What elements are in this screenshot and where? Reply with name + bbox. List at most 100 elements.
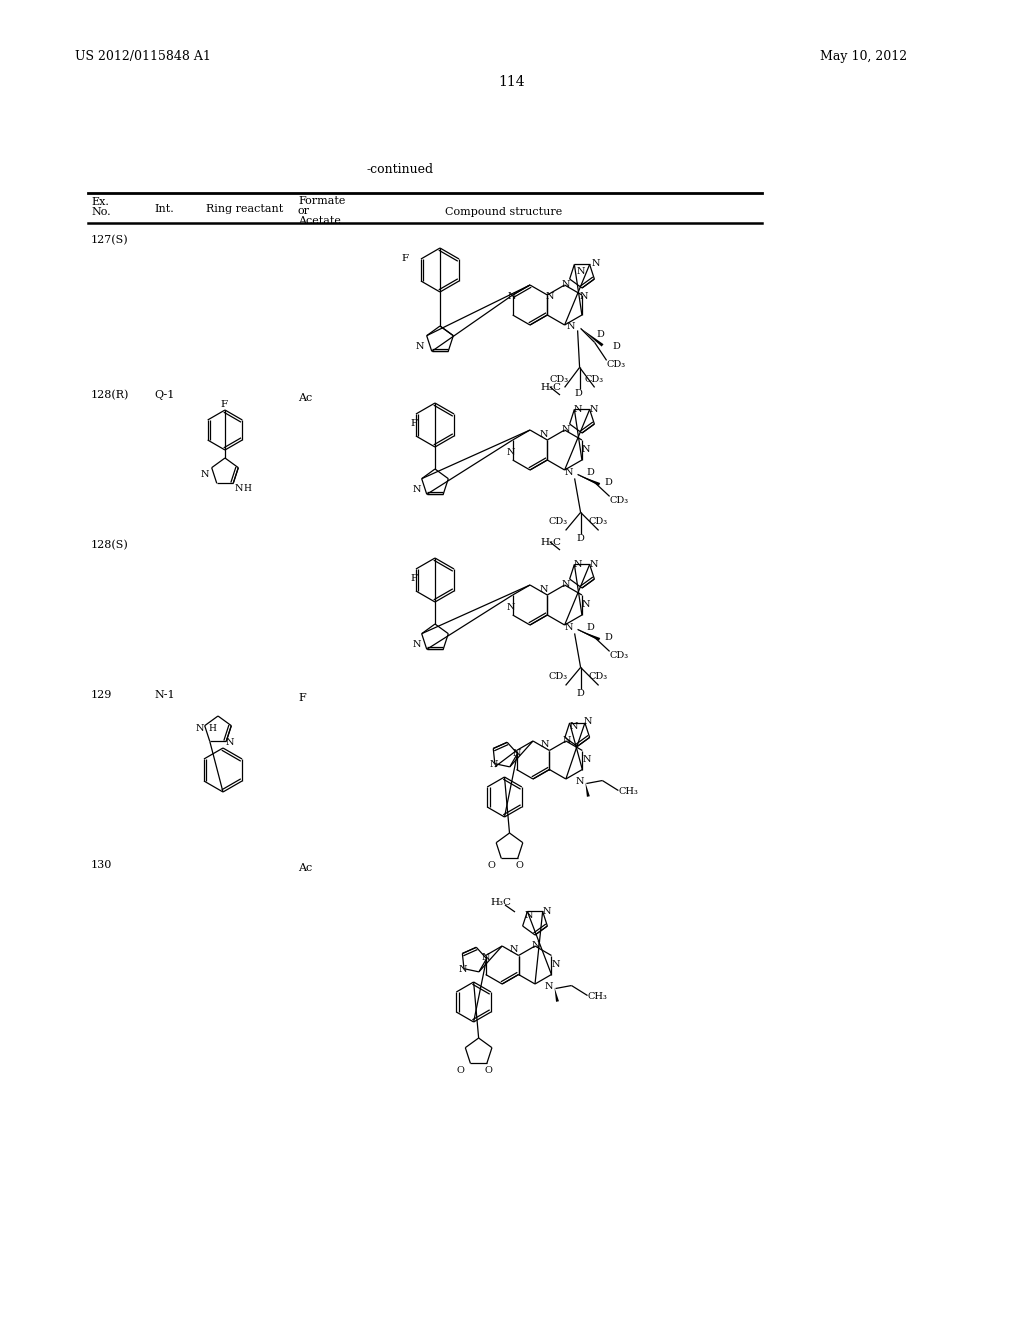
- Text: N: N: [561, 280, 570, 289]
- Text: CD₃: CD₃: [549, 672, 567, 681]
- Text: US 2012/0115848 A1: US 2012/0115848 A1: [75, 50, 211, 63]
- Text: N: N: [546, 292, 554, 301]
- Text: N: N: [532, 941, 541, 950]
- Text: CD₃: CD₃: [589, 517, 607, 527]
- Text: CH₃: CH₃: [618, 787, 638, 796]
- Text: N: N: [574, 405, 583, 414]
- Text: Q-1: Q-1: [154, 389, 174, 400]
- Text: N: N: [574, 560, 583, 569]
- Text: N: N: [226, 738, 234, 747]
- Text: N: N: [510, 945, 518, 954]
- Text: D: D: [597, 330, 604, 339]
- Text: Acetate: Acetate: [298, 216, 341, 226]
- Text: N-1: N-1: [154, 690, 175, 700]
- Text: N: N: [234, 484, 244, 492]
- Text: CH₃: CH₃: [588, 991, 607, 1001]
- Text: N: N: [545, 982, 553, 990]
- Text: N: N: [512, 748, 521, 758]
- Text: D: D: [604, 478, 612, 487]
- Text: F: F: [401, 253, 409, 263]
- Text: N: N: [580, 292, 589, 301]
- Text: O: O: [484, 1067, 493, 1074]
- Text: Int.: Int.: [154, 205, 174, 214]
- Text: D: D: [604, 634, 612, 643]
- Text: CD₃: CD₃: [609, 496, 629, 506]
- Text: N: N: [569, 722, 578, 731]
- Polygon shape: [580, 327, 603, 347]
- Text: 130: 130: [91, 861, 113, 870]
- Text: Formate: Formate: [298, 195, 345, 206]
- Text: N: N: [564, 623, 573, 632]
- Polygon shape: [577, 630, 600, 640]
- Text: N: N: [507, 603, 515, 612]
- Text: D: D: [587, 623, 595, 632]
- Text: F: F: [410, 418, 417, 428]
- Text: D: D: [577, 535, 585, 544]
- Text: N: N: [413, 640, 422, 649]
- Text: N: N: [540, 429, 549, 438]
- Text: H: H: [243, 484, 251, 492]
- Text: N: N: [592, 259, 600, 268]
- Text: N: N: [481, 953, 490, 962]
- Text: N: N: [584, 717, 592, 726]
- Text: N: N: [459, 965, 467, 974]
- Text: N: N: [540, 585, 549, 594]
- Text: N: N: [541, 741, 549, 750]
- Text: D: D: [574, 389, 583, 399]
- Text: D: D: [587, 469, 595, 478]
- Text: N: N: [590, 560, 598, 569]
- Text: O: O: [457, 1067, 465, 1074]
- Text: F: F: [410, 574, 417, 583]
- Text: N: N: [525, 911, 534, 920]
- Text: 128(R): 128(R): [91, 389, 129, 400]
- Text: N: N: [489, 760, 498, 770]
- Text: CD₃: CD₃: [606, 360, 626, 370]
- Text: CD₃: CD₃: [549, 517, 567, 527]
- Text: N: N: [196, 723, 205, 733]
- Text: N: N: [583, 755, 591, 764]
- Text: CD₃: CD₃: [550, 375, 568, 384]
- Text: N: N: [201, 470, 210, 479]
- Text: Ac: Ac: [298, 863, 312, 873]
- Text: N: N: [590, 405, 598, 414]
- Text: CD₃: CD₃: [609, 651, 629, 660]
- Text: May 10, 2012: May 10, 2012: [820, 50, 907, 63]
- Text: Ac: Ac: [298, 393, 312, 403]
- Text: N: N: [561, 579, 570, 589]
- Text: N: N: [413, 484, 422, 494]
- Text: N: N: [566, 322, 575, 331]
- Text: or: or: [298, 206, 310, 216]
- Text: H₃C: H₃C: [540, 539, 561, 546]
- Text: O: O: [487, 861, 496, 870]
- Text: N: N: [508, 292, 516, 301]
- Text: D: D: [577, 689, 585, 698]
- Text: N: N: [416, 342, 424, 351]
- Text: N: N: [582, 601, 591, 609]
- Text: Ring reactant: Ring reactant: [206, 205, 284, 214]
- Text: F: F: [220, 400, 227, 409]
- Text: N: N: [507, 447, 515, 457]
- Text: N: N: [575, 776, 584, 785]
- Text: O: O: [515, 861, 523, 870]
- Text: CD₃: CD₃: [589, 672, 607, 681]
- Text: D: D: [612, 342, 621, 351]
- Polygon shape: [577, 474, 600, 486]
- Text: Ex.: Ex.: [91, 197, 109, 207]
- Text: No.: No.: [91, 207, 111, 216]
- Text: CD₃: CD₃: [585, 375, 604, 384]
- Text: N: N: [577, 267, 586, 276]
- Text: N: N: [564, 469, 573, 478]
- Text: 114: 114: [499, 75, 525, 88]
- Text: 127(S): 127(S): [91, 235, 129, 246]
- Text: N: N: [543, 907, 552, 916]
- Text: N: N: [561, 425, 570, 434]
- Text: 128(S): 128(S): [91, 540, 129, 550]
- Text: -continued: -continued: [367, 162, 433, 176]
- Text: H: H: [208, 723, 216, 733]
- Text: N: N: [552, 960, 560, 969]
- Text: 129: 129: [91, 690, 113, 700]
- Text: N: N: [582, 445, 591, 454]
- Text: H₃C: H₃C: [540, 383, 561, 392]
- Text: Compound structure: Compound structure: [445, 207, 562, 216]
- Polygon shape: [555, 987, 559, 1002]
